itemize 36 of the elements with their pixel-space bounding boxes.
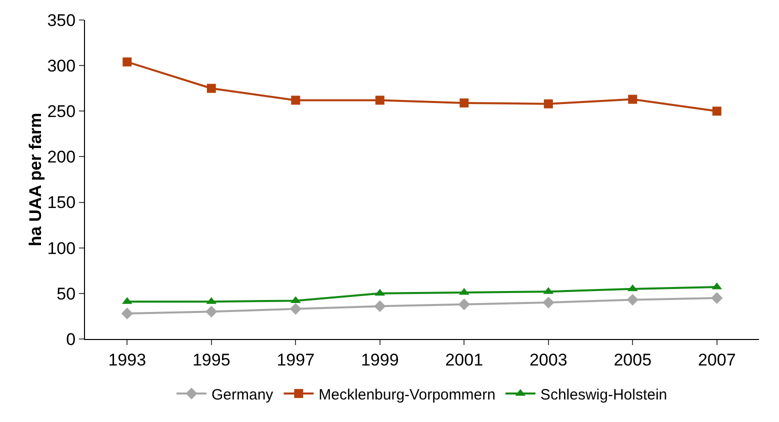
y-tick-label: 300 (47, 56, 76, 76)
legend-label: Mecklenburg-Vorpommern (318, 386, 496, 404)
point (712, 106, 722, 116)
y-tick-label: 100 (47, 238, 76, 258)
point (458, 298, 470, 310)
x-tick-label: 2001 (445, 350, 484, 370)
legend-label: Schleswig-Holstein (540, 386, 668, 404)
point (626, 294, 638, 306)
x-tick-label: 2005 (614, 350, 652, 370)
x-tick-label: 2007 (698, 350, 736, 370)
point (290, 303, 302, 315)
point (374, 300, 386, 312)
point (628, 94, 638, 104)
y-tick-label: 150 (47, 193, 76, 212)
x-tick-label: 1995 (192, 350, 230, 370)
point (542, 296, 554, 308)
point (121, 308, 133, 320)
y-tick-label: 200 (47, 148, 76, 167)
point (375, 96, 384, 105)
x-tick-label: 1999 (360, 350, 399, 370)
legend-label: Germany (212, 386, 274, 404)
y-tick-label: 350 (47, 10, 76, 30)
point (711, 292, 723, 304)
point (291, 96, 300, 105)
point (206, 84, 216, 93)
y-axis-title: ha UAA per farm (26, 112, 45, 246)
point (206, 306, 218, 318)
y-tick-label: 50 (56, 284, 76, 304)
x-tick-label: 1993 (108, 350, 146, 370)
point (122, 57, 132, 66)
y-tick-label: 0 (66, 330, 76, 349)
x-tick-label: 2003 (529, 350, 568, 370)
x-tick-label: 1997 (276, 350, 315, 370)
y-tick-label: 250 (47, 102, 76, 122)
point (544, 99, 553, 108)
point (460, 98, 469, 108)
